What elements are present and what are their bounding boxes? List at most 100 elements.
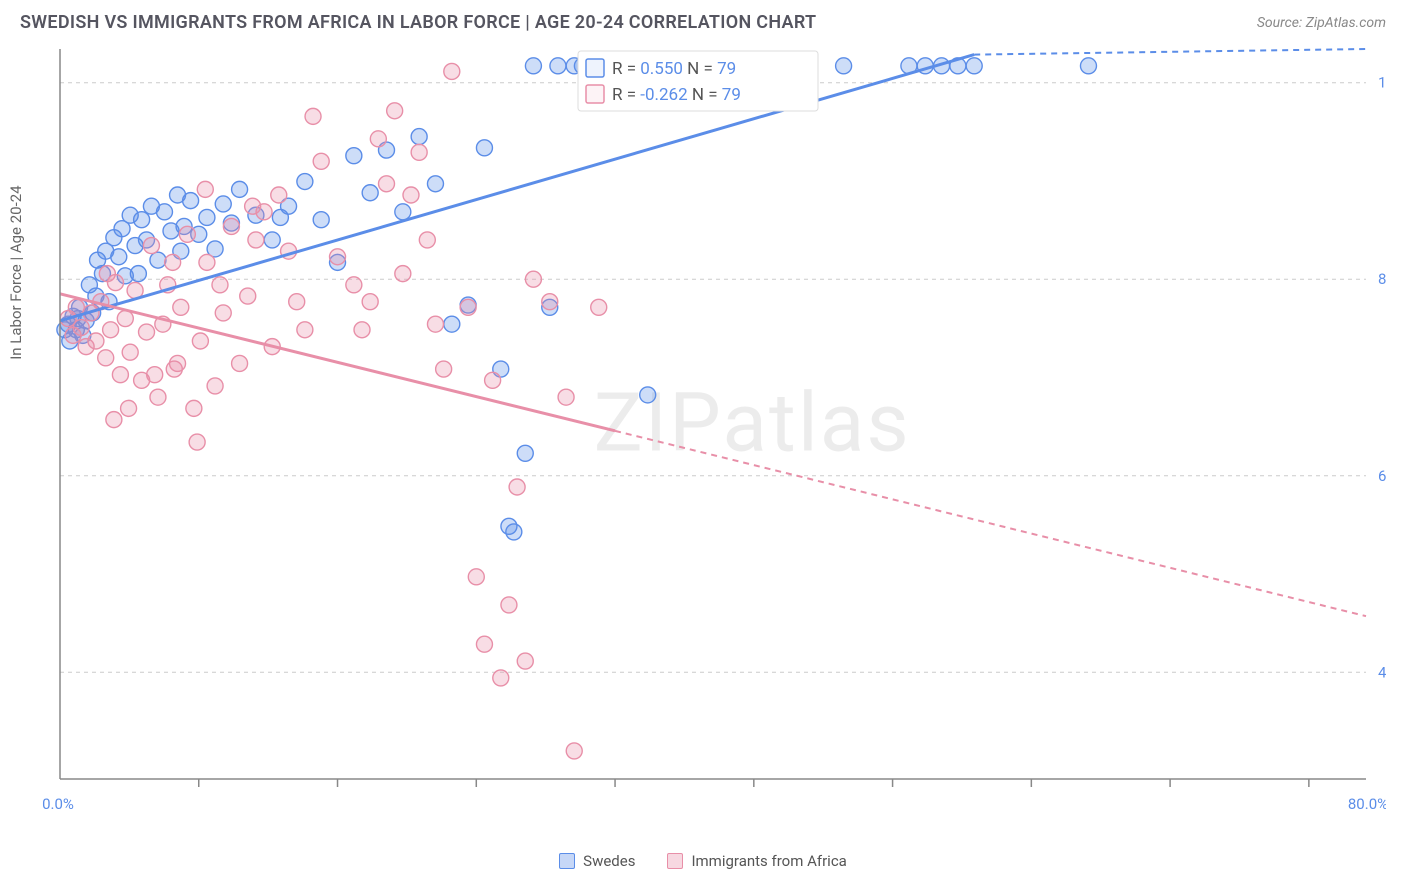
data-point (199, 254, 215, 270)
data-point (150, 389, 166, 405)
data-point (170, 355, 186, 371)
data-point (313, 212, 329, 228)
data-point (566, 743, 582, 759)
data-point (506, 524, 522, 540)
svg-text:R = 0.550 N = 79: R = 0.550 N = 79 (612, 59, 736, 79)
data-point (485, 372, 501, 388)
data-point (117, 311, 133, 327)
data-point (130, 266, 146, 282)
data-point (460, 299, 476, 315)
data-point (493, 670, 509, 686)
data-point (73, 320, 89, 336)
data-point (297, 322, 313, 338)
data-point (134, 212, 150, 228)
data-point (121, 400, 137, 416)
data-point (88, 333, 104, 349)
legend-swatch (667, 853, 683, 869)
scatter-chart: 47.5%65.0%82.5%100.0%ZIPatlas0.0%80.0%R … (18, 41, 1386, 835)
data-point (271, 187, 287, 203)
data-point (248, 232, 264, 248)
data-point (476, 140, 492, 156)
trend-line-extension (974, 49, 1366, 55)
data-point (525, 271, 541, 287)
data-point (197, 181, 213, 197)
svg-text:R = -0.262 N = 79: R = -0.262 N = 79 (612, 85, 741, 105)
svg-text:65.0%: 65.0% (1378, 467, 1386, 485)
data-point (354, 322, 370, 338)
data-point (640, 387, 656, 403)
data-point (232, 355, 248, 371)
data-point (240, 288, 256, 304)
data-point (272, 209, 288, 225)
data-point (173, 299, 189, 315)
data-point (232, 181, 248, 197)
data-point (444, 63, 460, 79)
data-point (165, 254, 181, 270)
data-point (517, 445, 533, 461)
data-point (112, 367, 128, 383)
legend-item: Immigrants from Africa (667, 852, 846, 870)
data-point (468, 569, 484, 585)
bottom-legend: Swedes Immigrants from Africa (0, 852, 1406, 870)
data-point (591, 299, 607, 315)
data-point (111, 249, 127, 265)
data-point (156, 204, 172, 220)
source-label: Source: ZipAtlas.com (1257, 15, 1386, 31)
data-point (346, 277, 362, 293)
data-point (313, 153, 329, 169)
data-point (264, 232, 280, 248)
data-point (444, 316, 460, 332)
svg-text:0.0%: 0.0% (42, 795, 74, 813)
data-point (150, 252, 166, 268)
data-point (346, 148, 362, 164)
data-point (99, 266, 115, 282)
data-point (403, 187, 419, 203)
data-point (330, 249, 346, 265)
data-point (122, 344, 138, 360)
y-axis-label: In Labor Force | Age 20-24 (7, 185, 25, 359)
data-point (362, 185, 378, 201)
chart-container: In Labor Force | Age 20-24 47.5%65.0%82.… (18, 41, 1386, 835)
data-point (550, 58, 566, 74)
data-point (103, 322, 119, 338)
data-point (139, 324, 155, 340)
data-point (558, 389, 574, 405)
legend-swatch (559, 853, 575, 869)
data-point (387, 103, 403, 119)
data-point (223, 218, 239, 234)
svg-text:82.5%: 82.5% (1378, 270, 1386, 288)
trend-line (60, 294, 615, 431)
data-point (106, 412, 122, 428)
svg-text:80.0%: 80.0% (1348, 795, 1386, 813)
data-point (212, 277, 228, 293)
data-point (436, 361, 452, 377)
data-point (245, 198, 261, 214)
legend-label: Swedes (583, 852, 635, 870)
data-point (215, 196, 231, 212)
data-point (189, 434, 205, 450)
data-point (179, 226, 195, 242)
data-point (379, 176, 395, 192)
data-point (289, 294, 305, 310)
data-point (542, 294, 558, 310)
data-point (411, 129, 427, 145)
svg-text:47.5%: 47.5% (1378, 663, 1386, 681)
data-point (370, 131, 386, 147)
data-point (192, 333, 208, 349)
data-point (215, 305, 231, 321)
data-point (207, 378, 223, 394)
data-point (427, 316, 443, 332)
data-point (305, 108, 321, 124)
legend-item: Swedes (559, 852, 635, 870)
data-point (476, 636, 492, 652)
data-point (297, 174, 313, 190)
data-point (362, 294, 378, 310)
data-point (525, 58, 541, 74)
data-point (143, 238, 159, 254)
svg-text:100.0%: 100.0% (1378, 74, 1386, 92)
data-point (1080, 58, 1096, 74)
data-point (199, 209, 215, 225)
data-point (183, 193, 199, 209)
data-point (427, 176, 443, 192)
chart-title: SWEDISH VS IMMIGRANTS FROM AFRICA IN LAB… (20, 12, 816, 33)
